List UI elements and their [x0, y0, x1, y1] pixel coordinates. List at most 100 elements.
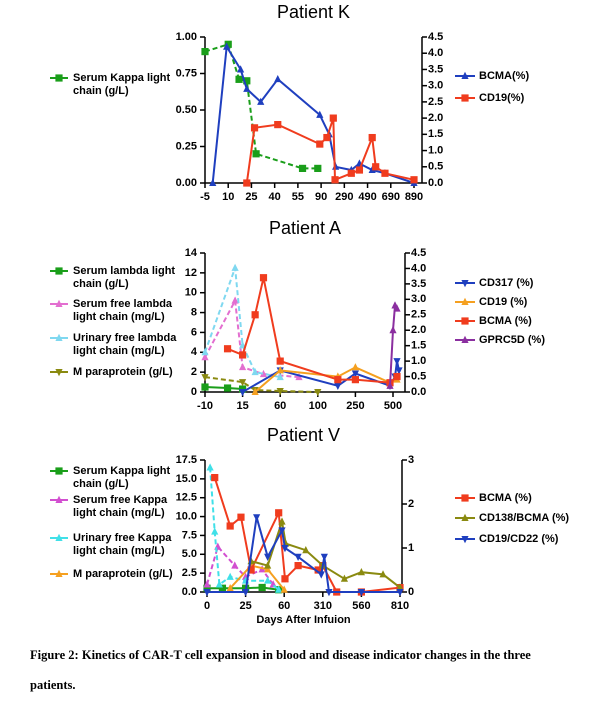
marker: [329, 114, 337, 122]
marker: [396, 589, 404, 597]
legend-label: CD19/CD22 (%): [479, 533, 559, 545]
y-tick-label: 4: [191, 346, 198, 358]
y2-tick-label: 0.0: [428, 177, 443, 189]
marker: [276, 388, 284, 396]
y2-tick-label: 4.5: [428, 31, 443, 43]
legend-marker: [461, 71, 469, 79]
marker: [201, 348, 209, 356]
marker: [334, 382, 342, 391]
legend-marker: [55, 74, 63, 82]
marker: [201, 353, 209, 361]
legend-marker: [55, 467, 63, 475]
marker: [253, 514, 261, 522]
marker: [251, 367, 259, 376]
marker: [226, 584, 234, 592]
legend-label: Urinary free Kappa light chain (mg/L): [73, 532, 172, 557]
x-tick-label: 100: [309, 400, 327, 412]
marker: [274, 121, 282, 129]
y2-tick-label: 2.0: [411, 324, 426, 336]
marker: [395, 367, 403, 375]
marker: [201, 374, 209, 382]
y2-tick-label: 1.5: [411, 340, 426, 352]
marker: [231, 263, 239, 271]
marker: [226, 522, 234, 530]
legend-marker: [461, 494, 469, 502]
marker: [323, 133, 331, 142]
series-line: [204, 43, 318, 170]
y2-tick-label: 3.5: [428, 63, 443, 75]
marker: [247, 566, 255, 574]
legend-label: GPRC5D (%): [479, 334, 546, 346]
y-tick-label: 1.00: [176, 31, 197, 43]
y2-tick-label: 2.0: [428, 112, 443, 124]
marker: [294, 553, 302, 561]
x-tick-label: 560: [352, 600, 370, 612]
marker: [239, 389, 247, 397]
y2-tick-label: 3.5: [411, 278, 426, 290]
marker: [281, 545, 289, 553]
x-tick-label: 250: [346, 400, 364, 412]
legend-marker: [461, 297, 469, 305]
x-tick-label: 310: [314, 600, 332, 612]
marker: [275, 585, 283, 593]
series-line: [227, 277, 398, 384]
x-tick-label: 60: [278, 600, 290, 612]
legend-label: CD138/BCMA (%): [479, 512, 570, 524]
marker: [237, 513, 245, 521]
legend-label: CD19 (%): [479, 296, 528, 308]
marker: [368, 133, 376, 142]
marker: [314, 389, 322, 397]
y-tick-label: 10: [185, 287, 197, 299]
chart-title: Patient V: [267, 425, 340, 445]
marker: [294, 562, 302, 570]
marker: [317, 571, 325, 579]
marker: [231, 561, 239, 569]
marker: [211, 527, 219, 535]
marker: [355, 166, 364, 174]
y-tick-label: 8: [191, 306, 197, 318]
y2-tick-label: 0: [408, 586, 414, 598]
marker: [218, 584, 227, 592]
marker: [351, 363, 359, 371]
x-tick-label: 25: [239, 600, 251, 612]
marker: [211, 474, 219, 482]
y2-tick-label: 0.0: [411, 386, 426, 398]
legend-marker: [55, 299, 63, 307]
marker: [340, 574, 349, 582]
x-tick-label: 90: [315, 191, 327, 203]
x-axis-label: Days After Infuion: [256, 614, 351, 626]
y2-tick-label: 2.5: [428, 96, 443, 108]
marker: [223, 345, 232, 353]
x-tick-label: 10: [222, 191, 234, 203]
x-tick-label: 810: [391, 600, 409, 612]
marker: [372, 163, 380, 171]
y2-tick-label: 4.5: [411, 247, 426, 259]
marker: [393, 372, 401, 381]
marker: [252, 150, 260, 158]
series-line: [204, 386, 243, 390]
marker: [201, 383, 209, 391]
marker: [302, 546, 310, 554]
marker: [295, 372, 303, 381]
marker: [396, 583, 404, 591]
x-tick-label: -5: [200, 191, 210, 203]
marker: [316, 140, 324, 148]
marker: [281, 575, 289, 583]
marker: [264, 553, 272, 561]
y2-tick-label: 4.0: [411, 262, 426, 274]
marker: [201, 48, 209, 56]
legend-marker: [461, 536, 469, 544]
marker: [239, 362, 247, 371]
legend-label: Urinary free lambda light chain (mg/L): [73, 332, 177, 357]
x-tick-label: 0: [204, 600, 210, 612]
legend-label: M paraprotein (g/L): [73, 568, 173, 580]
marker: [224, 40, 232, 48]
y2-tick-label: 1.5: [428, 128, 443, 140]
x-tick-label: 490: [358, 191, 376, 203]
marker: [264, 576, 272, 584]
marker: [239, 351, 247, 359]
marker: [393, 304, 401, 312]
marker: [203, 584, 211, 592]
marker: [264, 565, 272, 573]
marker: [357, 568, 365, 576]
